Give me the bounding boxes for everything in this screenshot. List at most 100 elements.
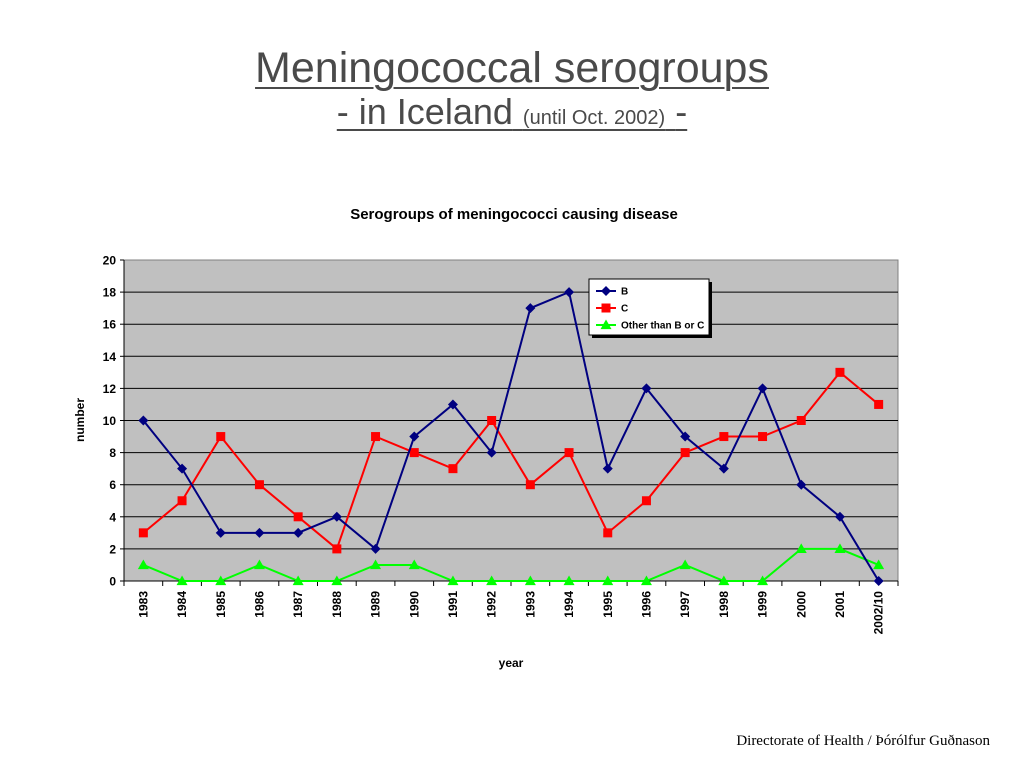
x-tick-label: 1983 — [136, 591, 150, 618]
data-point — [600, 319, 612, 330]
data-point — [680, 448, 690, 458]
data-point — [216, 432, 226, 442]
x-axis-label: year — [499, 656, 524, 670]
y-axis-label: number — [73, 398, 87, 442]
data-point — [447, 399, 458, 410]
legend-item: Other than B or C — [596, 319, 704, 332]
data-point — [408, 559, 420, 570]
data-point — [177, 463, 188, 474]
series-group — [137, 287, 885, 586]
data-point — [602, 575, 614, 586]
data-point — [448, 464, 458, 474]
x-tick-label: 1991 — [446, 591, 460, 618]
data-point — [370, 543, 381, 554]
x-tick-label: 1997 — [678, 591, 692, 618]
data-point — [331, 511, 342, 522]
legend-label: Other than B or C — [621, 321, 704, 332]
data-point — [602, 463, 613, 474]
data-point — [331, 575, 343, 586]
series-other-than-b-or-c — [137, 543, 885, 586]
slide-title: Meningococcal serogroups - in Iceland (u… — [0, 44, 1024, 132]
data-point — [292, 575, 304, 586]
x-tick-label: 1992 — [485, 591, 499, 618]
data-point — [487, 416, 497, 425]
data-point — [563, 575, 575, 586]
data-point — [409, 431, 420, 442]
legend-label: B — [621, 287, 628, 298]
slide-title-main: Meningococcal serogroups — [255, 44, 769, 92]
x-tick-label: 2001 — [833, 591, 847, 618]
data-point — [719, 432, 729, 442]
x-tick-label: 2000 — [794, 591, 808, 618]
slide-title-date-note: (until Oct. 2002) — [522, 107, 666, 130]
x-tick-label: 1995 — [601, 591, 615, 618]
data-point — [758, 432, 768, 442]
x-tick-label: 1990 — [407, 591, 421, 618]
line-chart: Serogroups of meningococci causing disea… — [73, 206, 899, 670]
series-line — [142, 290, 880, 582]
y-tick-label: 18 — [103, 286, 117, 300]
data-point — [486, 575, 498, 586]
y-tick-label: 0 — [109, 575, 116, 589]
slide-title-dash: - — [675, 91, 688, 133]
x-tick-label: 1994 — [562, 591, 576, 618]
series-c — [138, 367, 884, 554]
data-point — [332, 544, 342, 554]
data-point — [409, 448, 419, 458]
data-point — [524, 575, 536, 586]
slide-title-sub: - in Iceland (until Oct. 2002) - — [336, 91, 688, 133]
data-point — [293, 512, 303, 522]
data-point — [601, 303, 611, 313]
x-tick-label: 1989 — [369, 591, 383, 618]
legend-item: C — [596, 303, 628, 315]
data-point — [795, 543, 807, 554]
data-point — [293, 527, 304, 538]
data-point — [835, 367, 845, 377]
data-point — [138, 415, 149, 426]
data-point — [486, 447, 497, 458]
y-tick-label: 8 — [109, 446, 116, 460]
x-tick-label: 1993 — [523, 591, 537, 618]
data-point — [718, 575, 730, 586]
series-line — [142, 370, 880, 551]
gridlines — [124, 291, 898, 550]
data-point — [718, 463, 729, 474]
data-point — [564, 287, 575, 298]
x-tick-label: 1996 — [639, 591, 653, 618]
data-point — [603, 528, 613, 538]
x-tick-label: 1987 — [291, 591, 305, 618]
y-axis: 0 2 4 6 8 10 12 14 16 18 20 — [103, 254, 125, 589]
data-point — [138, 528, 148, 538]
data-point — [873, 559, 885, 570]
x-axis: 1983 1984 1985 1986 1987 1988 1989 1990 1991 1992… — [123, 580, 899, 634]
data-point — [679, 559, 691, 570]
legend-label: C — [621, 304, 628, 315]
x-tick-label: 1999 — [756, 591, 770, 618]
x-tick-label: 1985 — [214, 591, 228, 618]
data-point — [254, 480, 264, 490]
data-point — [796, 479, 807, 490]
data-point — [370, 559, 382, 570]
data-point — [641, 496, 651, 506]
y-tick-label: 10 — [103, 414, 117, 428]
data-point — [254, 527, 265, 538]
data-point — [874, 399, 884, 409]
data-point — [176, 575, 188, 586]
series-b — [138, 287, 884, 586]
data-point — [640, 575, 652, 586]
y-tick-label: 14 — [103, 350, 117, 364]
chart-title: Serogroups of meningococci causing disea… — [350, 206, 678, 223]
y-tick-label: 2 — [109, 542, 116, 556]
x-tick-label: 1988 — [330, 591, 344, 618]
data-point — [371, 432, 381, 442]
data-point — [253, 559, 265, 570]
x-tick-label: 1986 — [252, 591, 266, 618]
y-tick-label: 4 — [109, 510, 116, 524]
slide-title-sub-text: - in Iceland — [336, 91, 513, 133]
data-point — [834, 543, 846, 554]
data-point — [796, 416, 806, 425]
series-line — [142, 547, 880, 582]
data-point — [177, 496, 187, 506]
y-tick-label: 16 — [103, 318, 117, 332]
data-point — [215, 575, 227, 586]
